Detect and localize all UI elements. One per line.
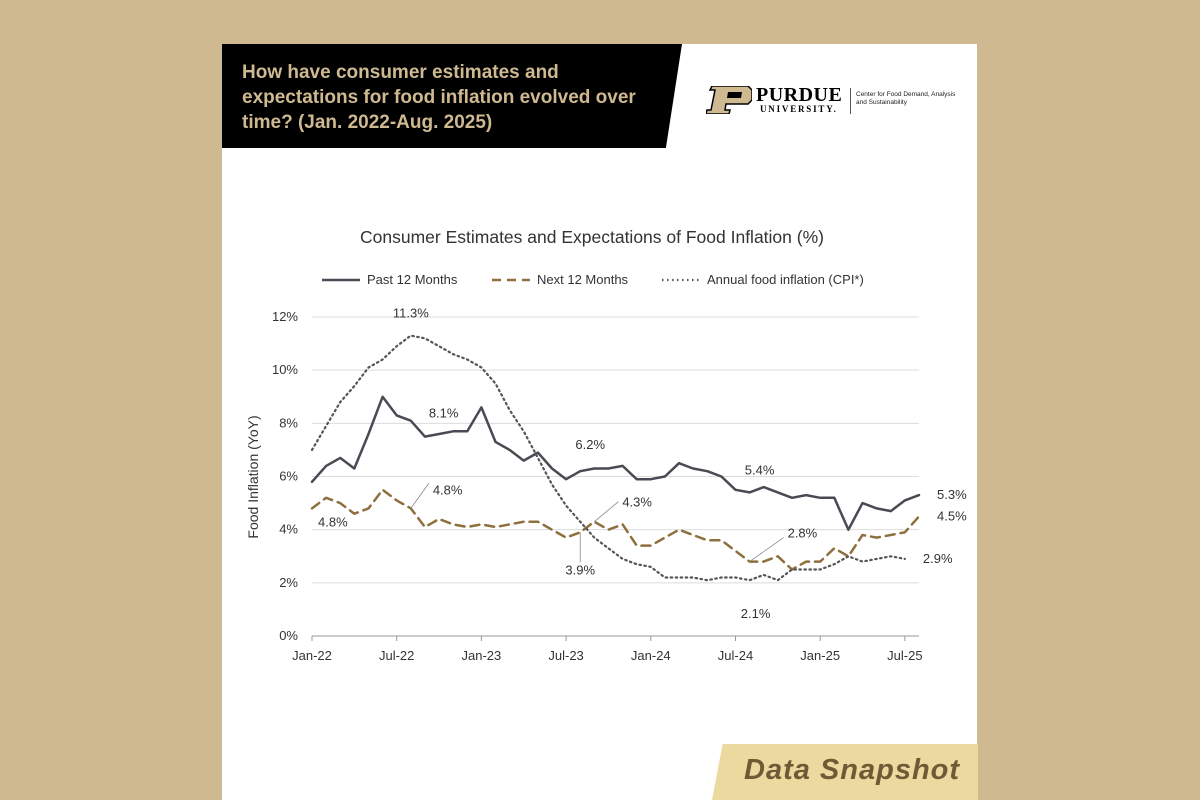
y-tick-label: 2% bbox=[279, 575, 298, 590]
purdue-logo: PURDUE UNIVERSITY. Center for Food Deman… bbox=[706, 84, 956, 118]
annotation-leader-line bbox=[410, 483, 430, 509]
logo-center-name: Center for Food Demand, Analysis and Sus… bbox=[856, 91, 956, 106]
logo-wordmark: PURDUE bbox=[756, 84, 843, 106]
chart-series bbox=[310, 334, 921, 582]
series-line-solid bbox=[310, 395, 921, 531]
annotation-leader-line bbox=[594, 501, 619, 522]
data-label: 5.4% bbox=[745, 462, 775, 477]
logo-divider bbox=[850, 88, 851, 114]
y-tick-label: 10% bbox=[272, 362, 298, 377]
content-card bbox=[222, 44, 977, 800]
x-tick-label: Jul-24 bbox=[718, 648, 753, 663]
data-label: 8.1% bbox=[429, 406, 459, 421]
data-label: 2.9% bbox=[923, 551, 953, 566]
chart-title: Consumer Estimates and Expectations of F… bbox=[360, 227, 824, 247]
food-inflation-chart: Consumer Estimates and Expectations of F… bbox=[245, 227, 967, 663]
y-tick-label: 6% bbox=[279, 469, 298, 484]
series-line-dashed bbox=[310, 488, 921, 571]
header-banner bbox=[222, 44, 682, 148]
header-title: How have consumer estimates and expectat… bbox=[242, 62, 636, 133]
logo-subtitle: UNIVERSITY. bbox=[760, 104, 838, 114]
x-axis-ticks: Jan-22 Jul-22 Jan-23 Jul-23 Jan-24 Jul-24 Jan-… bbox=[292, 636, 923, 663]
chart-legend: Past 12 Months Next 12 Months Annual food … bbox=[322, 272, 864, 287]
data-label: 4.5% bbox=[937, 508, 967, 523]
y-axis-label: Food Inflation (YoY) bbox=[245, 415, 261, 538]
chart-grid bbox=[312, 316, 919, 637]
x-tick-label: Jan-24 bbox=[631, 648, 671, 663]
x-tick-label: Jan-23 bbox=[462, 648, 502, 663]
series-line-dotted bbox=[310, 334, 907, 582]
legend-label: Past 12 Months bbox=[367, 272, 458, 287]
data-label: 4.8% bbox=[318, 514, 348, 529]
data-snapshot-label: Data Snapshot bbox=[744, 754, 961, 786]
y-axis-ticks: 0% 2% 4% 6% 8% 10% 12% bbox=[272, 309, 298, 643]
data-label: 2.8% bbox=[788, 526, 818, 541]
data-label: 3.9% bbox=[565, 562, 595, 577]
x-tick-label: Jan-25 bbox=[800, 648, 840, 663]
data-label: 4.8% bbox=[433, 482, 463, 497]
legend-label: Annual food inflation (CPI*) bbox=[707, 272, 864, 287]
data-label: 4.3% bbox=[622, 495, 652, 510]
x-tick-label: Jul-23 bbox=[548, 648, 583, 663]
data-label: 6.2% bbox=[575, 437, 605, 452]
x-tick-label: Jul-22 bbox=[379, 648, 414, 663]
chart-annotations: 11.3% 8.1% 4.8% 4.8% 6.2% 4.3% 3.9% 5.4% 2.8% 2.1… bbox=[318, 306, 967, 622]
x-tick-label: Jan-22 bbox=[292, 648, 332, 663]
x-tick-label: Jul-25 bbox=[887, 648, 922, 663]
data-snapshot-tab bbox=[712, 744, 978, 800]
y-tick-label: 8% bbox=[279, 415, 298, 430]
y-tick-label: 0% bbox=[279, 628, 298, 643]
data-label: 5.3% bbox=[937, 487, 967, 502]
purdue-p-logo-icon bbox=[706, 86, 752, 114]
y-tick-label: 12% bbox=[272, 309, 298, 324]
y-tick-label: 4% bbox=[279, 522, 298, 537]
annotation-leader-line bbox=[749, 537, 784, 562]
legend-label: Next 12 Months bbox=[537, 272, 629, 287]
data-label: 2.1% bbox=[741, 606, 771, 621]
data-label: 11.3% bbox=[393, 306, 429, 321]
